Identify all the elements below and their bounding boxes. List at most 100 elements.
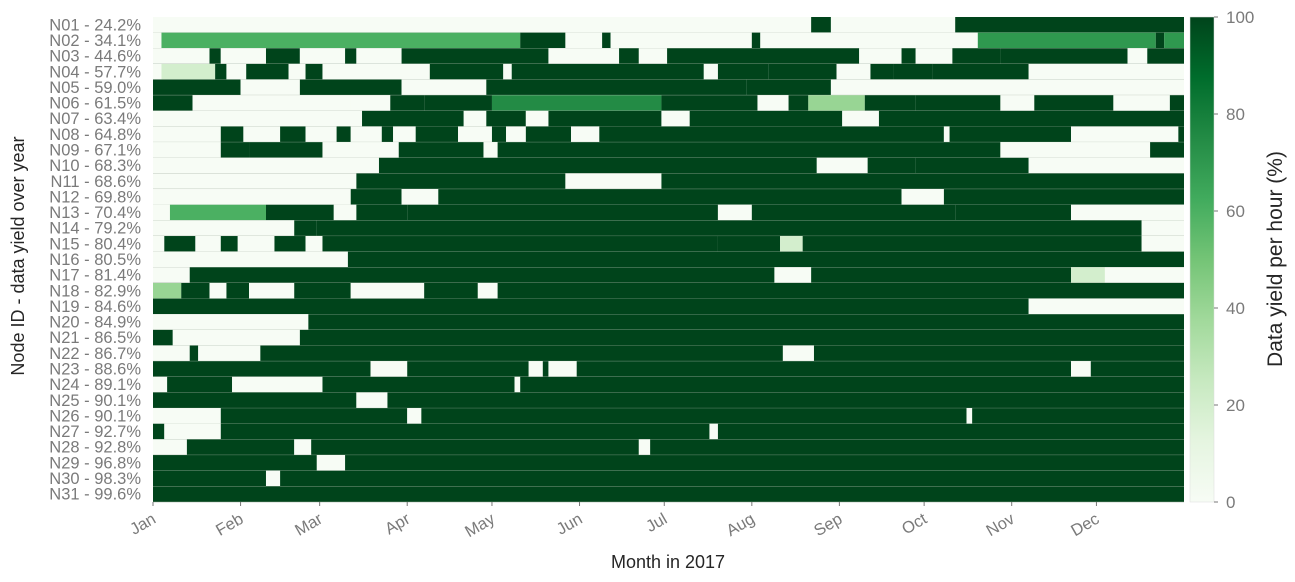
heatmap-row	[153, 267, 1184, 284]
yield-cell	[153, 345, 190, 362]
yield-cell	[503, 63, 512, 80]
yield-cell	[280, 126, 306, 143]
colorbar-tick-label: 0	[1226, 493, 1235, 512]
yield-cell	[220, 142, 250, 158]
row-label: N28 - 92.8%	[49, 439, 141, 457]
yield-cell	[1164, 32, 1184, 49]
row-label: N21 - 86.5%	[49, 329, 141, 347]
row-label: N31 - 99.6%	[49, 486, 141, 504]
heatmap-row	[153, 282, 1184, 299]
yield-cell	[811, 17, 831, 33]
yield-cell	[336, 126, 351, 143]
yield-cell	[243, 126, 281, 143]
yield-cell	[638, 48, 668, 64]
yield-cell	[867, 157, 916, 174]
yield-cell	[808, 32, 978, 49]
yield-cell	[878, 17, 922, 33]
yield-cell	[153, 95, 193, 111]
yield-cell	[407, 204, 718, 221]
yield-cell	[943, 189, 1184, 205]
yield-cell	[153, 204, 170, 221]
yield-cell	[491, 95, 662, 111]
yield-cell	[548, 48, 572, 64]
yield-cell	[153, 236, 165, 252]
yield-cell	[215, 63, 227, 80]
yield-cell	[153, 220, 295, 237]
x-tick-label: Feb	[213, 510, 247, 540]
heatmap-row	[153, 470, 1184, 487]
yield-cell	[571, 48, 620, 64]
yield-cell	[226, 282, 250, 299]
yield-cell	[1155, 32, 1165, 49]
yield-cell	[220, 236, 238, 252]
heatmap-row	[153, 142, 1184, 159]
yield-cell	[220, 126, 244, 143]
yield-cell	[333, 204, 357, 221]
yield-cell	[1028, 63, 1184, 80]
yield-cell	[463, 110, 487, 127]
yield-cell	[661, 110, 690, 127]
row-label: N11 - 68.6%	[51, 173, 142, 191]
heatmap-row	[153, 298, 1184, 315]
yield-cell	[387, 392, 1185, 409]
yield-cell	[571, 126, 600, 143]
yield-cell	[398, 142, 484, 158]
yield-cell	[486, 79, 747, 96]
yield-cell	[1113, 95, 1170, 111]
yield-cell	[153, 189, 351, 205]
row-label: N06 - 61.5%	[49, 95, 141, 113]
row-label: N27 - 92.7%	[49, 423, 141, 441]
heatmap-row	[153, 63, 1184, 80]
heatmap-row	[153, 48, 1184, 65]
yield-cell	[153, 408, 221, 424]
yield-cell	[859, 48, 902, 64]
yield-cell	[836, 63, 871, 80]
yield-cell	[816, 157, 868, 174]
yield-cell	[667, 48, 860, 64]
row-label: N20 - 84.9%	[49, 314, 141, 332]
yield-cell	[153, 455, 317, 471]
yield-cell	[153, 470, 266, 487]
yield-cell	[305, 63, 323, 80]
yield-cell	[350, 126, 382, 143]
yield-cell	[356, 173, 566, 190]
row-label: N02 - 34.1%	[49, 32, 141, 50]
yield-cell	[265, 48, 300, 64]
yield-cell	[932, 63, 1029, 80]
yield-cell	[788, 95, 809, 111]
heatmap-row	[153, 423, 1184, 440]
yield-cell	[153, 376, 168, 393]
row-label: N12 - 69.8%	[49, 188, 141, 206]
row-label: N14 - 79.2%	[49, 220, 141, 238]
yield-cell	[274, 236, 306, 252]
y-axis-title: Node ID - data yield over year	[8, 136, 28, 375]
yield-cell	[506, 126, 526, 143]
yield-cell	[209, 282, 227, 299]
x-tick-label: Mar	[292, 510, 326, 540]
row-label: N16 - 80.5%	[49, 251, 141, 269]
yield-cell	[153, 439, 187, 456]
yield-cell	[226, 63, 247, 80]
yield-cell	[280, 470, 1184, 487]
yield-cell	[370, 361, 408, 377]
heatmap-row	[153, 345, 1184, 362]
yield-cell	[381, 126, 394, 143]
yield-cell	[299, 48, 346, 64]
yield-cell	[542, 361, 549, 377]
yield-cell	[345, 455, 1184, 471]
yield-cell	[311, 439, 639, 456]
yield-cell	[599, 126, 944, 143]
yield-cell	[525, 110, 549, 127]
yield-cell	[921, 17, 956, 33]
yield-cell	[689, 110, 843, 127]
yield-cell	[602, 32, 611, 49]
yield-cell	[209, 48, 221, 64]
yield-cell	[161, 142, 221, 158]
yield-cell	[511, 63, 704, 80]
yield-cell	[477, 282, 498, 299]
yield-cell	[1141, 236, 1184, 252]
yield-cell	[153, 392, 357, 409]
yield-cell	[350, 282, 425, 299]
yield-cell	[514, 376, 521, 393]
yield-cell	[232, 376, 247, 393]
